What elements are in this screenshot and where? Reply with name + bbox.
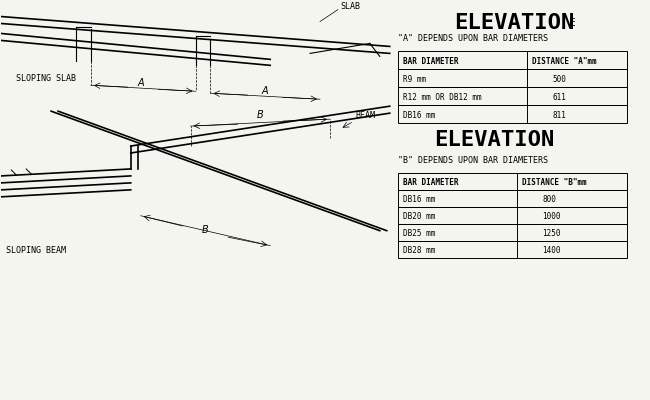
Text: SLOPING SLAB: SLOPING SLAB [16,74,76,83]
Bar [398,173,627,190]
Text: R12 mm OR DB12 mm: R12 mm OR DB12 mm [403,93,481,102]
Bar [398,190,627,207]
Text: BAR DIAMETER: BAR DIAMETER [403,57,458,66]
Text: A: A [262,86,268,96]
Text: 500: 500 [552,75,566,84]
Bar [398,105,627,123]
Text: BAR DIAMETER: BAR DIAMETER [403,178,458,187]
Text: 1250: 1250 [542,229,560,238]
Text: DISTANCE "A"mm: DISTANCE "A"mm [532,57,597,66]
Text: ELEVATION: ELEVATION [454,12,575,32]
Text: E: E [569,18,576,28]
Text: SLAB: SLAB [340,2,360,10]
Text: B: B [257,110,264,120]
Bar [398,241,627,258]
Text: DB16 mm: DB16 mm [403,111,435,120]
Text: BEAM: BEAM [355,111,375,120]
Bar [398,224,627,241]
Text: "B" DEPENDS UPON BAR DIAMETERS: "B" DEPENDS UPON BAR DIAMETERS [398,156,548,165]
Text: B: B [202,225,209,235]
Text: DB16 mm: DB16 mm [403,195,435,204]
Bar [398,207,627,224]
Text: A: A [137,78,144,88]
Text: "A" DEPENDS UPON BAR DIAMETERS: "A" DEPENDS UPON BAR DIAMETERS [398,34,548,44]
Text: ELEVATION: ELEVATION [435,130,555,150]
Text: 811: 811 [552,111,566,120]
Text: 1000: 1000 [542,212,560,221]
Text: 611: 611 [552,93,566,102]
Bar [398,87,627,105]
Text: 1400: 1400 [542,246,560,254]
Text: SLOPING BEAM: SLOPING BEAM [6,246,66,254]
Text: DB28 mm: DB28 mm [403,246,435,254]
Text: DISTANCE "B"mm: DISTANCE "B"mm [522,178,587,187]
Text: R9 mm: R9 mm [403,75,426,84]
Bar [398,69,627,87]
Text: DB25 mm: DB25 mm [403,229,435,238]
Text: 800: 800 [542,195,556,204]
Text: DB20 mm: DB20 mm [403,212,435,221]
Bar [398,52,627,69]
